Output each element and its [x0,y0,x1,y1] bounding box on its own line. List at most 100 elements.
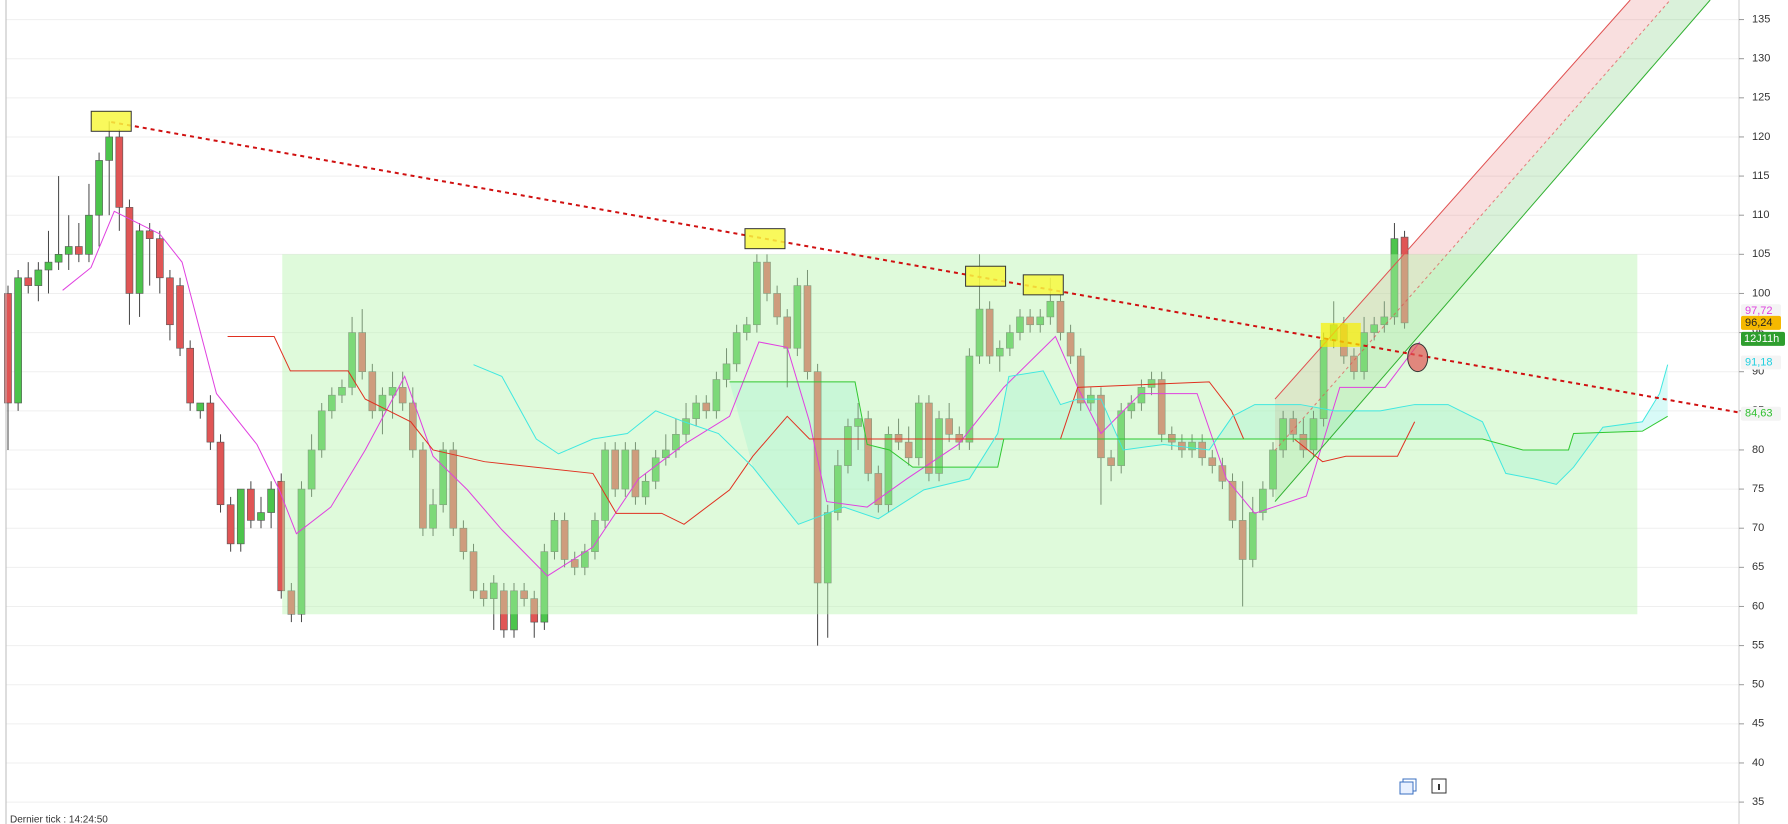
retest-circle [1407,343,1429,373]
y-tick-label: 65 [1752,561,1764,573]
candle-body [479,590,488,599]
candle-body [834,465,842,513]
price-label-bg [1741,406,1781,421]
trendline [111,121,1739,414]
candle-body [95,160,103,216]
candle-body [1208,457,1217,466]
candle-body [166,277,174,326]
candle-body [672,434,680,451]
candle-body [803,285,812,372]
candle-body [378,394,387,412]
candle-body [125,207,134,294]
candle-body [530,598,539,623]
candle-body [439,449,447,506]
breakout-highlight [1320,322,1361,347]
y-tick-label: 105 [1752,248,1770,260]
candle-body [1147,379,1156,388]
y-tick-label: 135 [1752,13,1770,25]
candle-body [732,332,741,365]
candle-body [1026,316,1034,326]
candle-body [773,293,781,318]
candle-body [651,457,660,482]
y-tick-label: 100 [1752,287,1770,299]
candle-body [702,402,711,412]
y-tick-label: 55 [1752,639,1764,651]
y-tick-label: 120 [1752,131,1770,143]
candle-body [307,449,316,490]
candle-body [449,449,458,529]
channel-mid [1274,0,1671,451]
candle-body [1299,434,1308,451]
candle-body [601,449,609,521]
candle-body [368,371,377,412]
candle-body [85,214,93,255]
candle-body [884,434,893,506]
zone [282,254,1638,615]
candle-body [975,308,984,357]
candle-body [469,551,478,592]
candle-body [14,277,22,404]
candle-body [1218,465,1227,482]
candle-body [226,504,235,545]
candle-body [236,488,245,545]
candle-body [1107,457,1115,466]
y-tick-label: 125 [1752,92,1770,104]
candle-body [247,488,255,521]
high-marker [90,110,132,132]
indicator-line [729,381,1668,468]
candle-body [894,434,903,443]
toolbar-icons[interactable] [1399,778,1447,795]
candle-body [1066,332,1075,357]
candle-body [297,488,306,615]
y-tick-label: 130 [1752,53,1770,65]
candle-body [621,449,630,490]
y-tick-label: 40 [1752,757,1764,769]
y-tick-label: 50 [1752,679,1764,691]
candle-body [429,504,437,529]
candle-body [712,379,721,412]
candle-body [1076,355,1085,404]
candle-body [1269,449,1277,490]
candle-body [641,480,650,498]
candle-body [591,520,599,552]
candle-body [44,261,53,271]
candle-body [844,426,852,466]
last-tick: Dernier tick : 14:24:50 [10,815,108,824]
candle-body [348,332,356,388]
candle-body [570,559,579,568]
candle-body [358,332,367,372]
candle-body [631,449,640,498]
y-tick-label: 70 [1752,522,1764,534]
candle-body [500,590,508,631]
candle-body [1279,418,1287,451]
high-marker [744,228,786,250]
candle-body [317,410,326,451]
price-label: 96,24 [1745,317,1773,329]
candle-body [419,449,427,529]
copy-icon-back[interactable] [1399,781,1414,795]
high-marker [965,265,1007,287]
candle-body [145,230,154,239]
candle-body [1289,418,1298,435]
candle-body [4,293,12,404]
candle-body [176,285,184,349]
candle-body [257,512,265,521]
price-label-bg [1741,304,1781,319]
candle-body [328,394,336,412]
candle-body [54,254,63,263]
candle-body [925,402,933,474]
candle-body [196,402,205,412]
candle-body [206,402,215,443]
candle-body [1137,387,1146,404]
y-tick-label: 110 [1752,209,1770,221]
y-tick-label: 60 [1752,600,1764,612]
candle-body [338,387,346,396]
candle-body [560,520,569,560]
candle-body [24,277,33,286]
candle-body [489,582,498,599]
price-label: 97,72 [1745,305,1773,317]
candle-body [510,590,518,631]
candle-body [995,347,1004,357]
